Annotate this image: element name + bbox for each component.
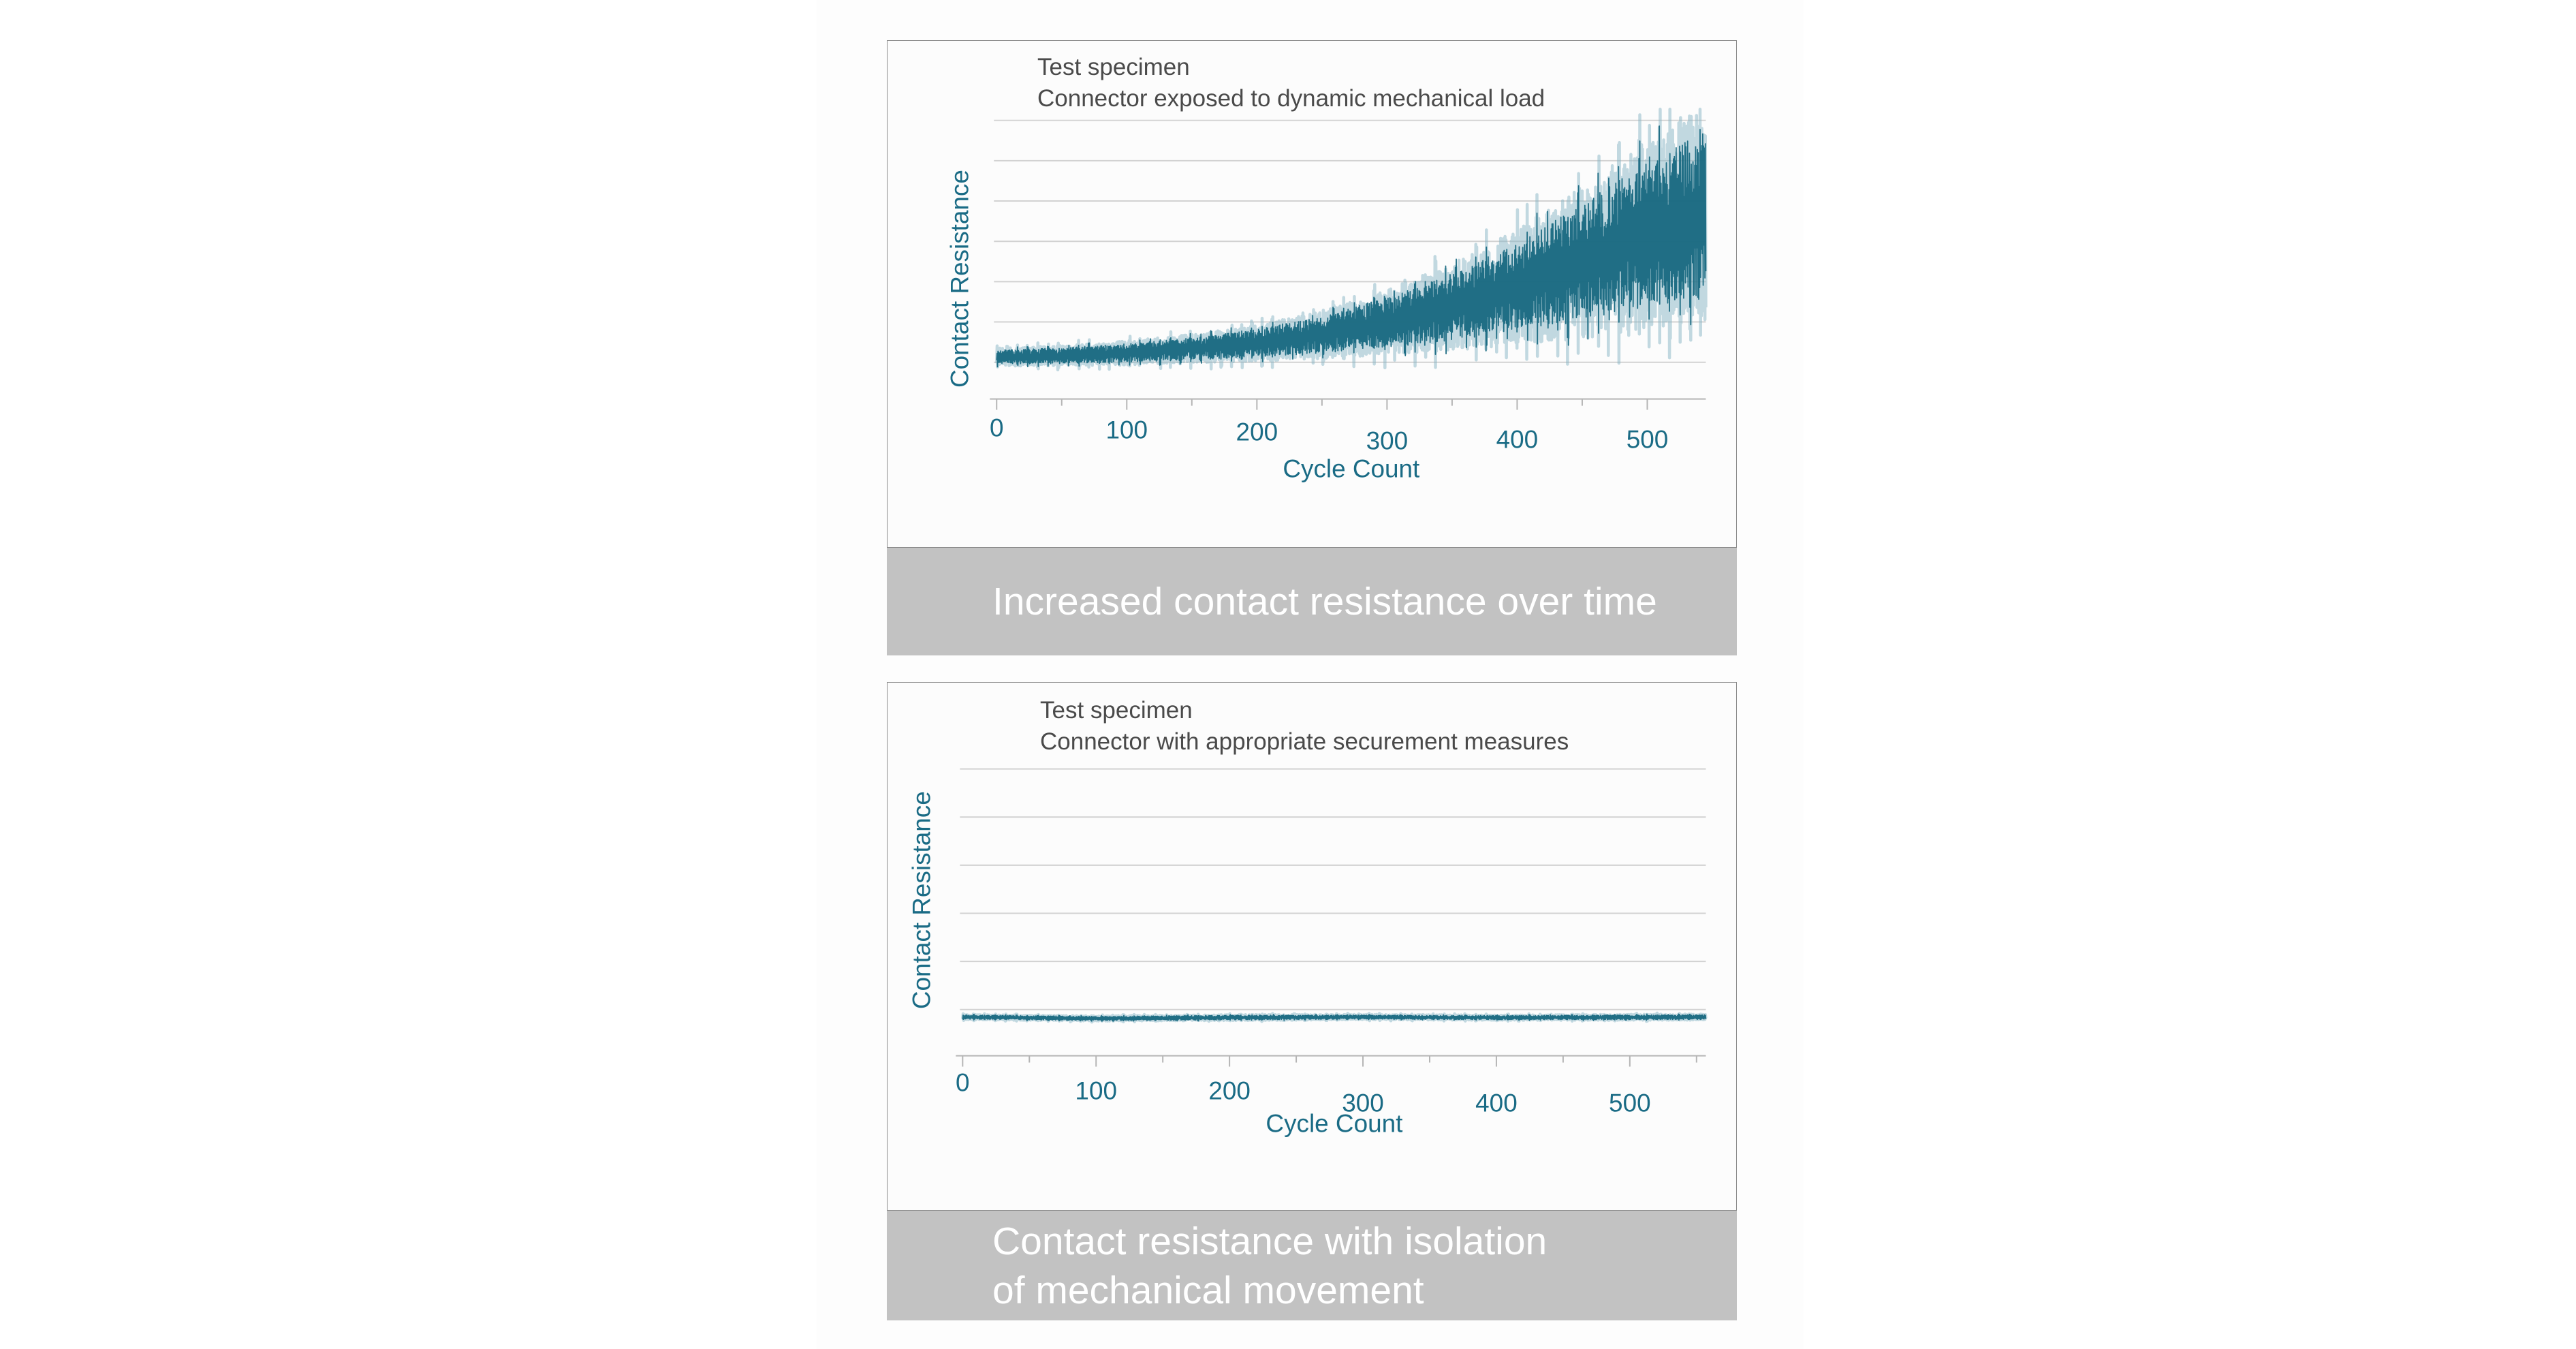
svg-text:0: 0	[956, 1068, 970, 1096]
svg-text:300: 300	[1366, 427, 1409, 454]
chart-1-card: Test specimen Connector exposed to dynam…	[887, 40, 1737, 548]
svg-text:Cycle Count: Cycle Count	[1283, 454, 1419, 482]
chart-2-card: Test specimen Connector with appropriate…	[887, 682, 1737, 1211]
chart-2-title: Test specimen Connector with appropriate…	[1040, 695, 1569, 758]
svg-text:500: 500	[1627, 425, 1669, 453]
chart-2-title-line-2: Connector with appropriate securement me…	[1040, 728, 1569, 755]
svg-text:100: 100	[1075, 1076, 1117, 1104]
svg-text:Contact Resistance: Contact Resistance	[907, 791, 935, 1009]
svg-text:100: 100	[1106, 416, 1148, 444]
svg-text:200: 200	[1236, 418, 1278, 446]
chart-1-title-line-1: Test specimen	[1037, 54, 1190, 80]
svg-text:300: 300	[1342, 1089, 1384, 1117]
svg-text:400: 400	[1496, 425, 1539, 453]
svg-text:0: 0	[990, 414, 1004, 441]
chart-2-plot: 0 100 200 300 400 500 Cycle Count Contact Resis…	[907, 768, 1708, 1137]
chart-2-caption: Contact resistance with isolation of mec…	[887, 1211, 1737, 1320]
svg-text:Cycle Count: Cycle Count	[1266, 1109, 1402, 1137]
chart-1-plot: 0 100 200 300 400 500 Cycle Count Contact Resis…	[945, 108, 1708, 482]
chart-2-title-line-1: Test specimen	[1040, 697, 1193, 724]
svg-text:200: 200	[1208, 1076, 1251, 1104]
chart-1-title-line-2: Connector exposed to dynamic mechanical …	[1037, 85, 1545, 112]
chart-1-title: Test specimen Connector exposed to dynam…	[1037, 52, 1545, 114]
chart-1-caption: Increased contact resistance over time	[887, 548, 1737, 655]
content-panel: Test specimen Connector exposed to dynam…	[817, 0, 1804, 1349]
svg-text:Contact Resistance: Contact Resistance	[945, 170, 973, 388]
svg-text:500: 500	[1609, 1089, 1651, 1117]
svg-text:400: 400	[1475, 1089, 1518, 1117]
